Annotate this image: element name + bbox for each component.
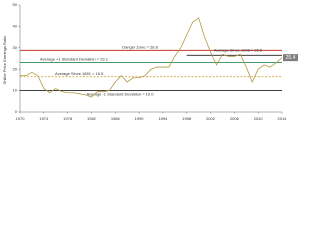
x-tick-label: 1974	[39, 116, 49, 121]
y-tick-label: 10	[13, 88, 18, 93]
x-tick-label: 1994	[158, 116, 168, 121]
x-tick-label: 1978	[63, 116, 73, 121]
reference-label: Danger Zone = 28.8	[122, 44, 158, 49]
y-tick-label: 0	[15, 109, 18, 114]
x-tick-label: 1982	[87, 116, 97, 121]
end-label-box	[283, 54, 298, 62]
x-tick-label: 1990	[135, 116, 145, 121]
x-tick-label: 1986	[111, 116, 121, 121]
chart: Shiller Price Earnings Ratio 0 10 20 30 40 50…	[2, 2, 298, 121]
x-tick-label: 2010	[254, 116, 264, 121]
end-label: 25.4	[286, 55, 296, 61]
y-tick-label: 30	[13, 45, 18, 50]
reference-label: Average Since 1998 = 26.5	[214, 47, 263, 52]
x-tick-label: 2014	[278, 116, 288, 121]
x-tick-label: 1998	[182, 116, 192, 121]
reference-label: Average +1 Standard Deviation = 23.1	[40, 57, 109, 62]
y-axis-label: Shiller Price Earnings Ratio	[2, 35, 7, 84]
reference-label: Average -1 Standard Deviation = 10.0	[87, 92, 155, 97]
x-tick-label: 2002	[206, 116, 216, 121]
x-tick-label: 1970	[16, 116, 26, 121]
series-line	[20, 17, 283, 98]
y-tick-label: 50	[13, 2, 18, 7]
reference-label: Average Since 1881 = 16.5	[55, 71, 104, 76]
y-tick-label: 20	[13, 66, 18, 71]
y-tick-label: 40	[13, 23, 18, 28]
x-tick-label: 2006	[230, 116, 240, 121]
